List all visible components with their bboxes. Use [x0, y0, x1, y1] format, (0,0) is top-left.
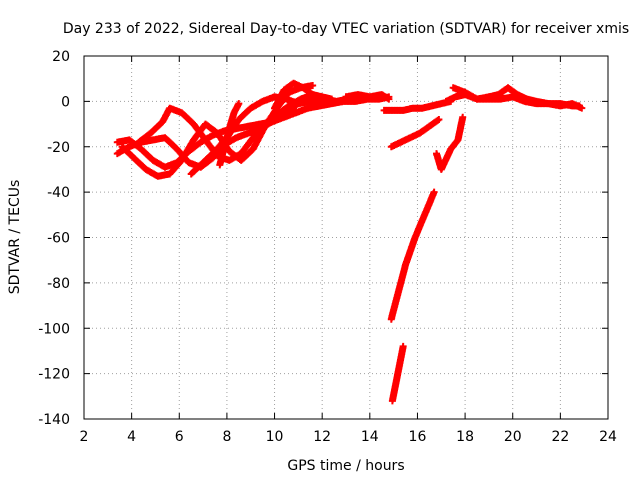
- series-tracks-i: [387, 116, 443, 151]
- y-tick-label: -40: [47, 185, 70, 201]
- x-tick-label: 24: [599, 429, 617, 445]
- data-point-marker: [399, 342, 407, 350]
- data-marks-layer: [113, 79, 586, 405]
- y-tick-label: 0: [61, 94, 70, 110]
- series-tracks-n: [449, 84, 586, 112]
- y-tick-label: -120: [38, 367, 70, 383]
- data-point-marker: [235, 100, 243, 108]
- x-tick-label: 18: [456, 429, 474, 445]
- y-tick-label: -60: [47, 231, 70, 247]
- y-tick-label: -80: [47, 276, 70, 292]
- data-point-marker: [578, 104, 586, 112]
- plot-frame: [83, 55, 609, 420]
- data-point-marker: [309, 81, 317, 89]
- data-point-marker: [430, 188, 438, 196]
- series-tracks-j: [387, 188, 438, 323]
- series-tracks-f: [216, 100, 243, 169]
- data-point-marker: [385, 95, 393, 103]
- x-tick-label: 14: [361, 429, 379, 445]
- y-tick-label: -100: [38, 321, 70, 337]
- series-tracks-h: [380, 97, 455, 114]
- x-tick-label: 4: [127, 429, 136, 445]
- series-tracks-l: [433, 113, 467, 173]
- axis-ticks-layer: 2 4 6 8 10 12 14 16 18 20 22 24200-20-40-60-80-100-…: [38, 49, 617, 445]
- series-tracks-k: [388, 342, 407, 405]
- x-tick-label: 10: [266, 429, 284, 445]
- chart-title: Day 233 of 2022, Sidereal Day-to-day VTE…: [63, 21, 629, 37]
- y-tick-label: -20: [47, 140, 70, 156]
- x-tick-label: 22: [551, 429, 569, 445]
- x-tick-label: 20: [504, 429, 522, 445]
- data-point-marker: [459, 113, 467, 121]
- x-axis-label: GPS time / hours: [287, 458, 404, 474]
- series-tracks-g: [271, 79, 336, 112]
- data-point-marker: [328, 95, 336, 103]
- y-axis-label: SDTVAR / TECUs: [7, 180, 23, 295]
- x-tick-label: 16: [409, 429, 427, 445]
- data-point-marker: [435, 116, 443, 124]
- grid-layer: [84, 56, 608, 419]
- x-tick-label: 8: [222, 429, 231, 445]
- series-tracks-o: [342, 91, 393, 103]
- y-tick-label: 20: [52, 49, 70, 65]
- x-tick-label: 6: [175, 429, 184, 445]
- x-tick-label: 2: [80, 429, 89, 445]
- y-tick-label: -140: [38, 412, 70, 428]
- x-tick-label: 12: [313, 429, 331, 445]
